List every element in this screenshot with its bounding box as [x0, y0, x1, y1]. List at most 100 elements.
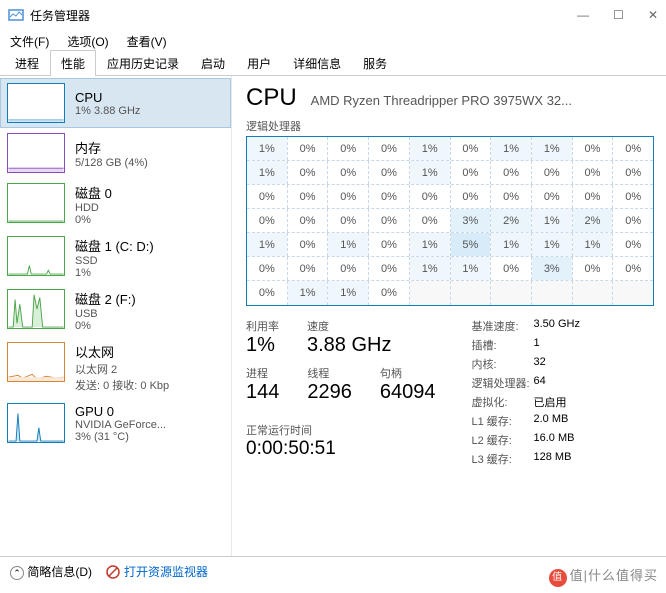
- core-cell: 0%: [491, 257, 532, 280]
- core-cell: [613, 281, 653, 305]
- core-cell: 0%: [491, 185, 532, 208]
- stat-value: 144: [246, 381, 279, 404]
- main-panel: CPU AMD Ryzen Threadripper PRO 3975WX 32…: [232, 76, 666, 556]
- core-cell: 0%: [613, 137, 653, 160]
- sidebar-sub: USB: [75, 308, 136, 320]
- detail-row: 内核:32: [472, 356, 580, 372]
- sidebar: CPU1% 3.88 GHz内存5/128 GB (4%)磁盘 0HDD0%磁盘…: [0, 76, 232, 556]
- tab-bar: 进程性能应用历史记录启动用户详细信息服务: [0, 52, 666, 76]
- close-button[interactable]: ✕: [648, 8, 658, 22]
- tab-2[interactable]: 应用历史记录: [96, 50, 190, 76]
- core-cell: 0%: [573, 161, 614, 184]
- sidebar-item-4[interactable]: 磁盘 2 (F:)USB0%: [0, 284, 231, 337]
- core-cell: 0%: [613, 209, 653, 232]
- sidebar-item-0[interactable]: CPU1% 3.88 GHz: [0, 78, 231, 128]
- sidebar-thumb: [7, 183, 65, 223]
- sidebar-item-6[interactable]: GPU 0NVIDIA GeForce...3% (31 °C): [0, 398, 231, 448]
- sidebar-thumb: [7, 289, 65, 329]
- core-cell: 0%: [247, 281, 288, 305]
- core-cell: 1%: [451, 257, 492, 280]
- cores-grid: 1%0%0%0%1%0%1%1%0%0%1%0%0%0%1%0%0%0%0%0%…: [246, 136, 654, 306]
- stat-label: 速度: [307, 318, 391, 334]
- sidebar-sub: HDD: [75, 202, 112, 214]
- window-title: 任务管理器: [30, 7, 577, 24]
- resmon-icon: [106, 565, 120, 579]
- sidebar-sub2: 0%: [75, 320, 136, 332]
- detail-row: L1 缓存:2.0 MB: [472, 413, 580, 429]
- sidebar-name: 以太网: [75, 342, 169, 361]
- title-bar: 任务管理器 — ☐ ✕: [0, 0, 666, 30]
- core-cell: [410, 281, 451, 305]
- core-cell: 0%: [369, 137, 410, 160]
- core-cell: 0%: [369, 209, 410, 232]
- core-cell: 0%: [328, 137, 369, 160]
- sidebar-thumb: [7, 236, 65, 276]
- detail-row: 插槽:1: [472, 337, 580, 353]
- sidebar-item-5[interactable]: 以太网以太网 2发送: 0 接收: 0 Kbp: [0, 337, 231, 398]
- core-cell: 3%: [451, 209, 492, 232]
- page-title: CPU: [246, 84, 297, 112]
- core-cell: 0%: [451, 137, 492, 160]
- tab-4[interactable]: 用户: [236, 50, 282, 76]
- core-cell: 1%: [328, 281, 369, 305]
- core-cell: 2%: [491, 209, 532, 232]
- sidebar-item-1[interactable]: 内存5/128 GB (4%): [0, 128, 231, 178]
- core-cell: 1%: [532, 137, 573, 160]
- sidebar-sub: NVIDIA GeForce...: [75, 419, 166, 431]
- core-cell: [491, 281, 532, 305]
- stat-value: 1%: [246, 334, 279, 357]
- sidebar-sub: 以太网 2: [75, 361, 169, 377]
- cpu-name: AMD Ryzen Threadripper PRO 3975WX 32...: [311, 93, 572, 108]
- core-cell: 0%: [328, 257, 369, 280]
- tab-3[interactable]: 启动: [190, 50, 236, 76]
- detail-row: 虚拟化:已启用: [472, 394, 580, 410]
- core-cell: 1%: [288, 281, 329, 305]
- detail-row: 基准速度:3.50 GHz: [472, 318, 580, 334]
- chevron-up-icon: ⌃: [10, 566, 24, 580]
- core-cell: 1%: [410, 257, 451, 280]
- sidebar-name: 磁盘 0: [75, 183, 112, 202]
- resource-monitor-link[interactable]: 打开资源监视器: [106, 563, 208, 580]
- fewer-details-link[interactable]: ⌃ 简略信息(D): [10, 563, 92, 580]
- menu-view[interactable]: 查看(V): [123, 31, 171, 52]
- core-cell: 0%: [532, 185, 573, 208]
- core-cell: 0%: [328, 185, 369, 208]
- maximize-button[interactable]: ☐: [613, 8, 624, 22]
- core-cell: 1%: [491, 233, 532, 256]
- core-cell: 0%: [288, 137, 329, 160]
- core-cell: 0%: [613, 233, 653, 256]
- sidebar-item-2[interactable]: 磁盘 0HDD0%: [0, 178, 231, 231]
- core-cell: 0%: [573, 257, 614, 280]
- tab-6[interactable]: 服务: [352, 50, 398, 76]
- core-cell: 1%: [410, 233, 451, 256]
- menu-file[interactable]: 文件(F): [6, 31, 53, 52]
- sidebar-sub2: 1%: [75, 267, 154, 279]
- stat-label: 利用率: [246, 318, 279, 334]
- core-cell: 0%: [451, 185, 492, 208]
- tab-0[interactable]: 进程: [4, 50, 50, 76]
- core-cell: 0%: [491, 161, 532, 184]
- core-cell: 0%: [613, 185, 653, 208]
- core-cell: 0%: [573, 137, 614, 160]
- core-cell: 0%: [410, 185, 451, 208]
- core-cell: 1%: [410, 137, 451, 160]
- sidebar-item-3[interactable]: 磁盘 1 (C: D:)SSD1%: [0, 231, 231, 284]
- app-icon: [8, 7, 24, 23]
- stat-label: 线程: [307, 365, 352, 381]
- watermark: 值值|什么值得买: [549, 565, 658, 587]
- sidebar-thumb: [7, 133, 65, 173]
- sidebar-thumb: [7, 83, 65, 123]
- sidebar-name: 磁盘 2 (F:): [75, 289, 136, 308]
- core-cell: 2%: [573, 209, 614, 232]
- stat-value: 3.88 GHz: [307, 334, 391, 357]
- sidebar-name: GPU 0: [75, 404, 166, 419]
- core-cell: 0%: [532, 161, 573, 184]
- tab-5[interactable]: 详细信息: [282, 50, 352, 76]
- menu-options[interactable]: 选项(O): [63, 31, 112, 52]
- core-cell: 0%: [288, 209, 329, 232]
- minimize-button[interactable]: —: [577, 8, 589, 22]
- core-cell: 0%: [328, 209, 369, 232]
- sidebar-sub2: 发送: 0 接收: 0 Kbp: [75, 377, 169, 393]
- core-cell: 0%: [247, 185, 288, 208]
- tab-1[interactable]: 性能: [50, 50, 96, 76]
